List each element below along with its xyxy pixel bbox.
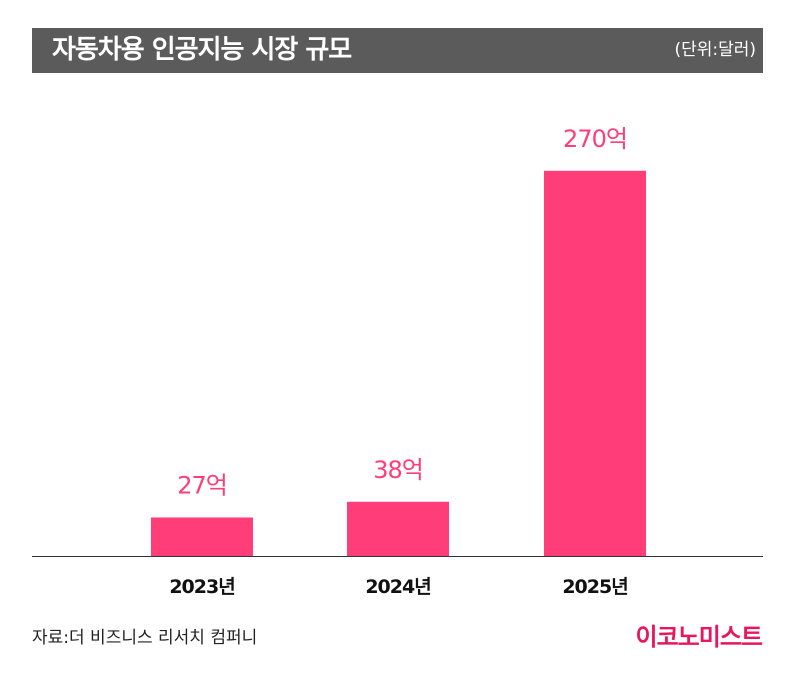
x-tick-label-1: 2024년	[365, 576, 430, 598]
publisher-logo: 이코노미스트	[635, 623, 763, 651]
bar-1	[347, 501, 449, 556]
x-tick-label-0: 2023년	[169, 576, 234, 598]
value-label-0: 27억	[177, 471, 227, 499]
value-label-2: 270억	[563, 125, 627, 153]
header-bar	[32, 28, 763, 73]
value-label-1: 38억	[373, 456, 423, 484]
chart-title: 자동차용 인공지능 시장 규모	[52, 35, 352, 65]
bar-0	[151, 517, 253, 556]
x-tick-label-2: 2025년	[562, 576, 627, 598]
unit-label: (단위:달러)	[674, 40, 756, 60]
bar-2	[544, 170, 646, 557]
source-note: 자료:더 비즈니스 리서치 컴퍼니	[32, 628, 258, 648]
